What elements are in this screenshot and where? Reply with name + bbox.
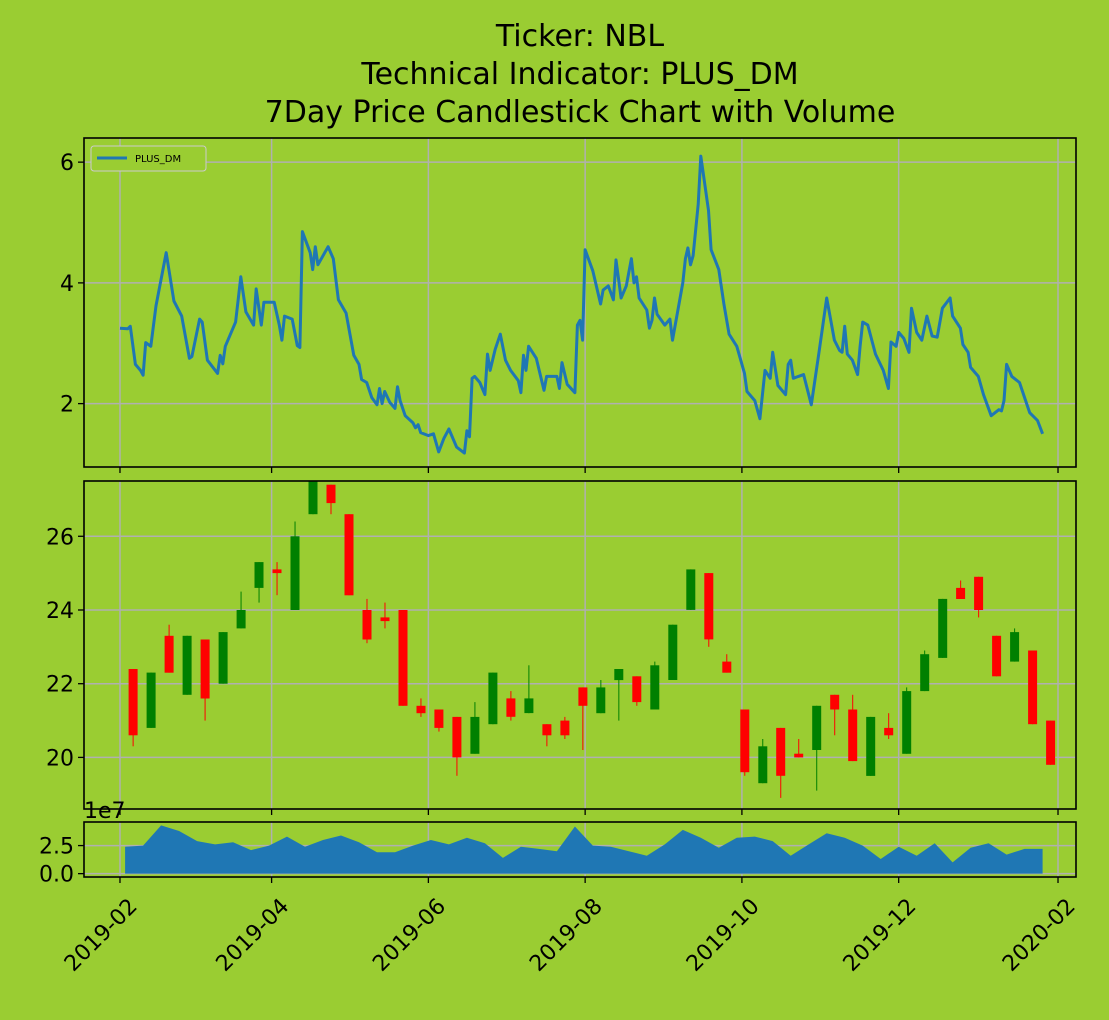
- candle-body: [254, 562, 264, 588]
- candle-body: [200, 639, 210, 699]
- candle-body: [308, 481, 318, 515]
- candle-body: [1010, 632, 1020, 662]
- candle-body: [1028, 650, 1038, 725]
- candle-body: [164, 635, 174, 673]
- indicator-frame: [83, 137, 1077, 468]
- candle-body: [812, 705, 822, 750]
- candle-body: [290, 536, 300, 610]
- candle-body: [218, 632, 228, 684]
- candle-body: [506, 698, 516, 717]
- candle-body: [596, 687, 606, 714]
- candle-body: [146, 672, 156, 728]
- candle-body: [326, 484, 336, 504]
- candle-body: [992, 635, 1002, 677]
- candle-body: [938, 598, 948, 658]
- candle-body: [848, 709, 858, 762]
- volume-ytick-label: 2.5: [39, 835, 74, 860]
- candle-body: [632, 676, 642, 703]
- candle-body: [974, 576, 984, 610]
- volume-ytick-label: 0.0: [39, 863, 74, 888]
- candle-body: [344, 514, 354, 596]
- price-panel: 20 22 24 26: [46, 480, 1077, 815]
- candle-body: [542, 724, 552, 736]
- candle-body: [182, 635, 192, 695]
- price-ytick-label: 26: [46, 525, 74, 550]
- volume-offset-label: 1e7: [84, 799, 126, 824]
- candle-body: [668, 624, 678, 680]
- indicator-ytick-label: 6: [60, 151, 74, 176]
- chart-title-line-1: Ticker: NBL: [495, 19, 664, 54]
- price-ytick-label: 22: [46, 673, 74, 698]
- candle-body: [560, 720, 570, 736]
- candle-body: [1046, 720, 1056, 765]
- candle-body: [398, 610, 408, 706]
- indicator-ytick-label: 4: [60, 272, 74, 297]
- candle-body: [362, 610, 372, 640]
- legend: PLUS_DM: [90, 145, 207, 172]
- candle-body: [380, 617, 390, 622]
- price-ytick-label: 20: [46, 746, 74, 771]
- candle-body: [686, 569, 696, 610]
- candle-body: [470, 716, 480, 754]
- chart-title-line-3: 7Day Price Candlestick Chart with Volume: [265, 95, 896, 130]
- chart-title-line-2: Technical Indicator: PLUS_DM: [360, 57, 798, 92]
- candle-body: [416, 705, 426, 714]
- price-ytick-label: 24: [46, 599, 74, 624]
- price-plot-area: [84, 481, 1076, 809]
- candle-body: [488, 672, 498, 725]
- candle-body: [236, 610, 246, 629]
- candle-body: [452, 716, 462, 758]
- candle-body: [830, 694, 840, 710]
- volume-panel: 0.0 2.5 1e7: [39, 799, 1077, 888]
- candle-body: [740, 709, 750, 773]
- candle-body: [524, 698, 534, 714]
- candle-body: [866, 716, 876, 776]
- legend-box: [90, 145, 207, 172]
- candles: [128, 481, 1056, 798]
- candle-body: [794, 753, 804, 758]
- candle-body: [902, 691, 912, 754]
- plus-dm-series-line: [119, 154, 1045, 455]
- candle-body: [650, 665, 660, 710]
- candle-body: [758, 746, 768, 784]
- candle-body: [920, 654, 930, 692]
- volume-frame: [83, 821, 1077, 878]
- candle-body: [578, 687, 588, 706]
- indicator-ytick-label: 2: [60, 393, 74, 418]
- candle-body: [704, 573, 714, 640]
- candle-body: [722, 661, 732, 673]
- legend-label: PLUS_DM: [135, 154, 181, 165]
- indicator-panel: 2 4 6 PLUS_DM: [60, 137, 1077, 473]
- price-frame: [83, 480, 1077, 810]
- candle-body: [956, 587, 966, 599]
- volume-area: [125, 825, 1043, 874]
- candle-body: [128, 669, 138, 736]
- indicator-plot-area: [84, 138, 1076, 467]
- candle-body: [434, 709, 444, 728]
- candle-body: [776, 727, 786, 776]
- candle-body: [884, 727, 894, 736]
- candle-body: [272, 569, 282, 574]
- candle-body: [614, 669, 624, 681]
